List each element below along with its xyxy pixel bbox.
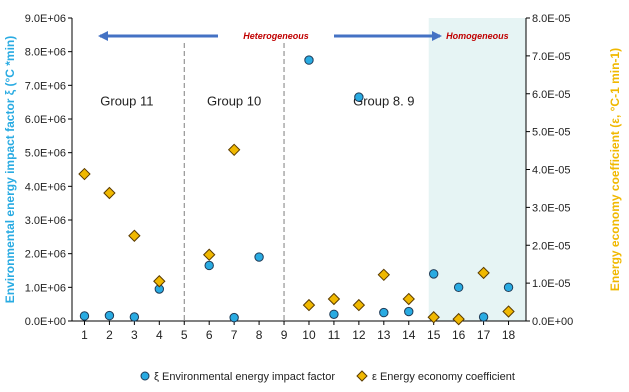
left-tick-label: 6.0E+06 <box>25 114 66 126</box>
epsilon-point-1 <box>78 167 91 181</box>
left-tick-label: 1.0E+06 <box>25 282 66 294</box>
epsilon-point-2 <box>103 186 116 200</box>
group-label-1: Group 11 <box>100 94 153 109</box>
right-tick-label: 7.0E-05 <box>532 51 571 63</box>
left-y-axis-label: Environmental energy impact factor ξ (°C… <box>3 36 17 304</box>
right-tick-label: 0.0E+00 <box>532 316 573 328</box>
epsilon-point-3 <box>128 229 141 242</box>
legend-xi-label: ξ Environmental energy impact factor <box>154 371 335 383</box>
series-epsilon-points <box>78 143 515 326</box>
epsilon-point-18 <box>502 305 515 318</box>
group-dividers <box>183 43 285 321</box>
x-tick-label: 13 <box>377 328 391 342</box>
group-label-2: Group 10 <box>207 94 261 109</box>
x-tick-label: 3 <box>131 328 138 342</box>
xi-point-8 <box>254 252 264 262</box>
left-tick-label: 9.0E+06 <box>25 13 66 25</box>
right-y-axis-label: Energy economy coefficient (ε, °C-1 min-… <box>608 48 622 291</box>
right-tick-label: 3.0E-05 <box>532 202 571 214</box>
epsilon-point-13 <box>377 268 391 281</box>
x-tick-label: 15 <box>427 328 441 342</box>
xi-point-6 <box>204 260 214 271</box>
epsilon-point-10 <box>302 298 316 312</box>
x-tick-label: 16 <box>452 328 466 342</box>
epsilon-point-6 <box>202 248 216 261</box>
xi-point-7 <box>229 312 239 323</box>
x-tick-label: 4 <box>156 328 163 342</box>
right-tick-label: 8.0E-05 <box>532 13 571 25</box>
x-tick-label: 5 <box>181 328 188 342</box>
homogeneous-label: Homogeneous <box>446 31 509 41</box>
x-tick-label: 1 <box>81 328 88 342</box>
xi-point-13 <box>379 307 389 318</box>
epsilon-point-12 <box>352 298 366 312</box>
xi-point-17 <box>478 312 489 322</box>
legend: ξ Environmental energy impact factor ε En… <box>140 370 515 383</box>
left-tick-label: 4.0E+06 <box>25 181 66 193</box>
left-tick-label: 2.0E+06 <box>25 249 66 261</box>
xi-point-12 <box>354 92 364 102</box>
xi-point-10 <box>304 55 314 65</box>
left-tick-label: 8.0E+06 <box>25 47 66 59</box>
x-tick-label: 11 <box>328 328 341 342</box>
legend-xi-marker <box>140 371 150 381</box>
right-tick-label: 1.0E-05 <box>532 278 571 290</box>
xi-point-2 <box>104 310 115 321</box>
x-tick-label: 18 <box>502 328 516 342</box>
right-tick-label: 6.0E-05 <box>532 89 571 101</box>
left-tick-label: 3.0E+06 <box>25 215 66 227</box>
x-tick-label: 8 <box>256 328 263 342</box>
xi-point-14 <box>404 306 414 317</box>
xi-point-3 <box>129 312 140 322</box>
homogeneous-region-background <box>428 18 526 321</box>
epsilon-point-17 <box>477 266 490 280</box>
right-y-axis-ticks: 0.0E+00 1.0E-05 2.0E-05 3.0E-05 4.0E-05 5.0E-… <box>526 13 573 328</box>
left-tick-label: 0.0E+00 <box>25 316 66 328</box>
x-tick-label: 12 <box>352 328 366 342</box>
series-xi-points <box>79 55 514 323</box>
x-tick-label: 9 <box>281 328 288 342</box>
epsilon-point-7 <box>227 143 241 157</box>
xi-point-16 <box>453 282 464 293</box>
group-label-3: Group 8. 9 <box>353 94 414 109</box>
x-tick-label: 6 <box>206 328 213 342</box>
x-tick-label: 2 <box>106 328 113 342</box>
xi-point-18 <box>503 282 514 293</box>
epsilon-point-14 <box>402 292 415 306</box>
epsilon-point-15 <box>427 311 440 324</box>
xi-point-15 <box>429 269 439 279</box>
group-labels: Group 11 Group 10 Group 8. 9 <box>100 94 414 109</box>
x-tick-label: 10 <box>302 328 316 342</box>
left-tick-label: 5.0E+06 <box>25 148 66 160</box>
right-tick-label: 2.0E-05 <box>532 240 571 252</box>
heterogeneous-label: Heterogeneous <box>243 31 309 41</box>
x-axis-ticks: 1 2 3 4 5 6 7 8 9 10 11 12 13 14 15 16 17 18 <box>81 321 516 342</box>
right-tick-label: 5.0E-05 <box>532 127 571 139</box>
xi-point-11 <box>329 309 339 319</box>
epsilon-point-11 <box>327 292 341 306</box>
epsilon-point-16 <box>452 312 465 326</box>
legend-epsilon-marker <box>356 370 368 382</box>
left-tick-label: 7.0E+06 <box>25 80 66 92</box>
epsilon-point-4 <box>153 275 166 288</box>
right-tick-label: 4.0E-05 <box>532 165 571 177</box>
x-tick-label: 17 <box>477 328 491 342</box>
xi-point-1 <box>79 311 90 321</box>
left-y-axis-ticks: 0.0E+00 1.0E+06 2.0E+06 3.0E+06 4.0E+06 5.0E+… <box>25 13 72 328</box>
legend-epsilon-label: ε Energy economy coefficient <box>372 371 515 383</box>
x-tick-label: 14 <box>402 328 416 342</box>
x-tick-label: 7 <box>231 328 238 342</box>
